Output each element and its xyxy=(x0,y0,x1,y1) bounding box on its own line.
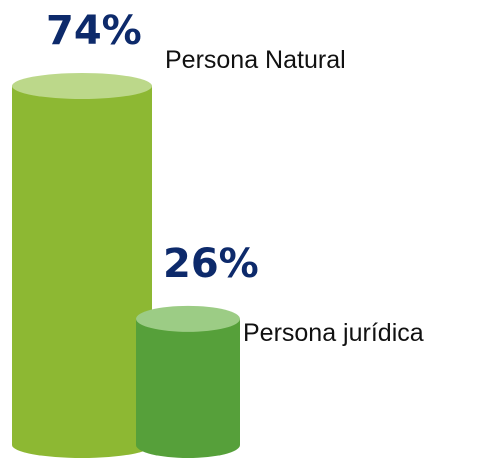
cylinder-top xyxy=(136,305,240,332)
cylinder xyxy=(136,305,240,458)
value-label: 74% xyxy=(46,8,142,54)
category-label: Persona Natural xyxy=(165,46,346,74)
value-label: 26% xyxy=(163,241,259,287)
cylinder-top xyxy=(12,73,152,99)
category-label: Persona jurídica xyxy=(243,319,424,347)
cylinder-body xyxy=(12,86,152,458)
cylinder xyxy=(12,73,152,458)
cylinder-body xyxy=(136,318,240,458)
